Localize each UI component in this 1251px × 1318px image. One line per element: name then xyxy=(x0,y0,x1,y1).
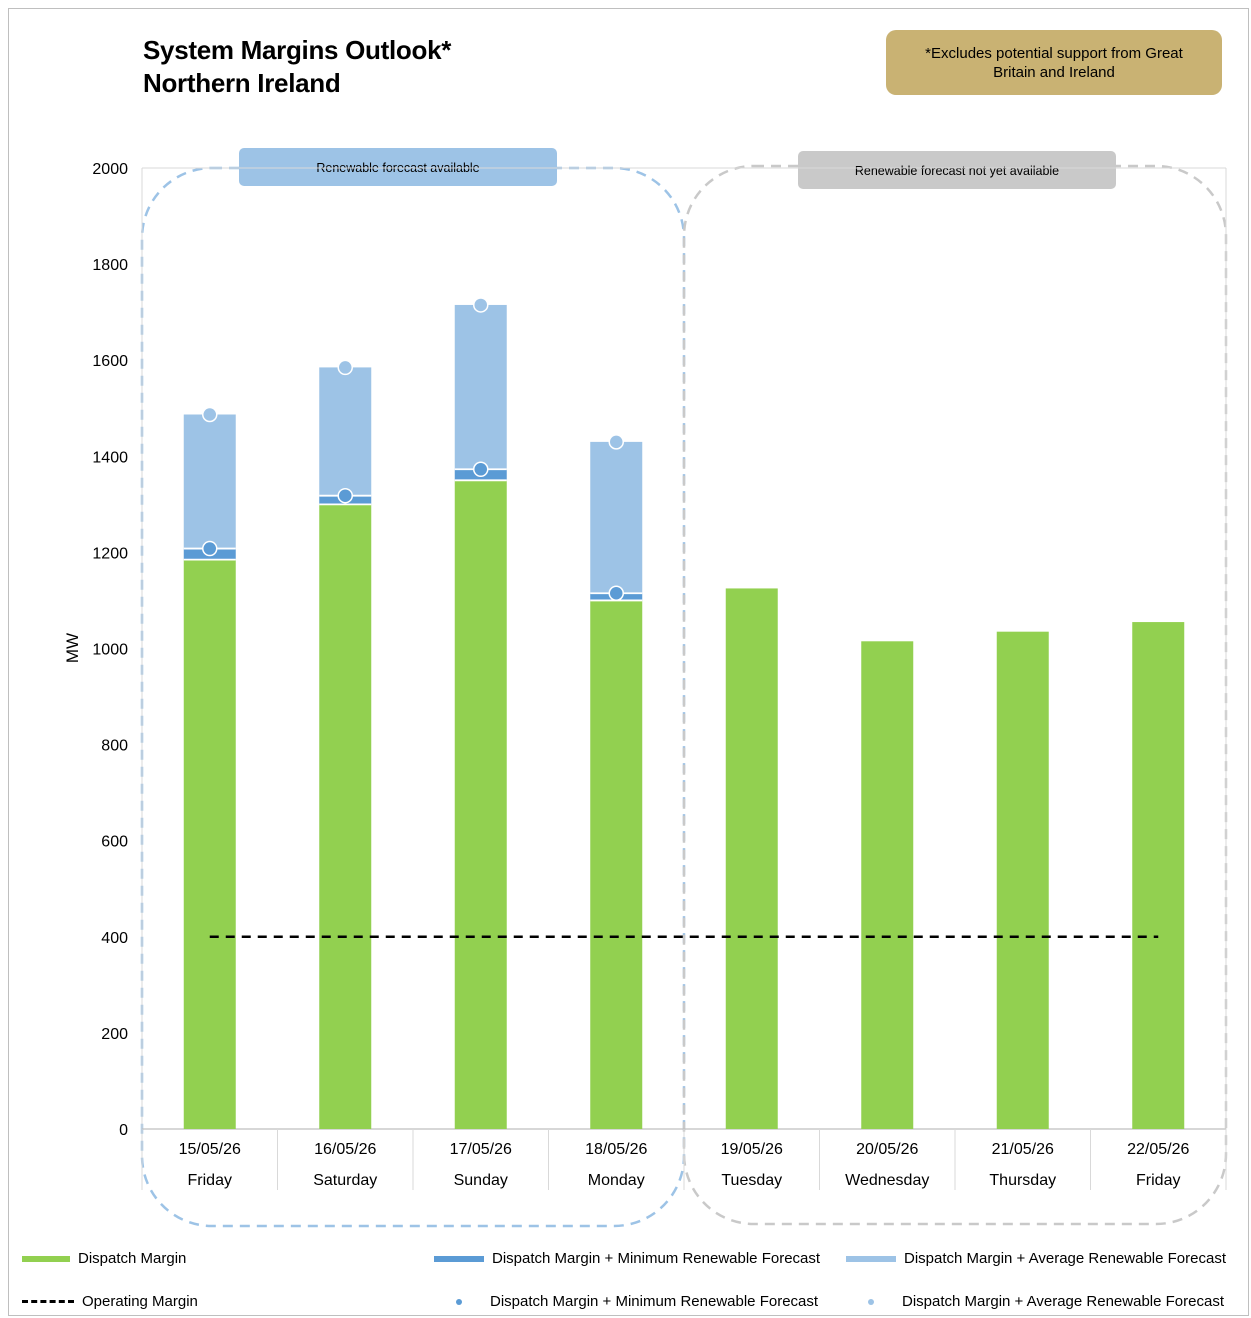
legend-operating-label: Operating Margin xyxy=(82,1293,198,1310)
legend-avg-bar-label: Dispatch Margin + Average Renewable Fore… xyxy=(904,1250,1226,1267)
x-tick-day: Friday xyxy=(188,1172,232,1189)
x-tick-day: Thursday xyxy=(989,1172,1056,1189)
avg-renewable-point xyxy=(337,359,353,376)
legend-dispatch-label: Dispatch Margin xyxy=(78,1250,187,1267)
x-tick-day: Sunday xyxy=(454,1172,508,1189)
unavailable-panel-label: Renewable forecast not yet available xyxy=(855,164,1059,178)
legend-min-dot-label: Dispatch Margin + Minimum Renewable Fore… xyxy=(490,1293,819,1310)
x-tick-date: 21/05/26 xyxy=(992,1141,1054,1158)
avg-renewable-bar-segment xyxy=(590,441,643,594)
min-renewable-point xyxy=(337,487,353,504)
y-tick-label: 1600 xyxy=(92,353,128,370)
x-tick-day: Tuesday xyxy=(721,1172,782,1189)
legend-operating: Operating Margin xyxy=(22,1293,198,1310)
y-tick-label: 0 xyxy=(119,1122,128,1139)
forecast-panels: Renewable forecast available Renewable fo… xyxy=(140,148,1228,1228)
y-tick-label: 600 xyxy=(101,834,128,851)
chart-frame xyxy=(8,8,1249,1316)
legend-min-dot-swatch xyxy=(456,1298,462,1305)
x-tick-date: 15/05/26 xyxy=(179,1141,241,1158)
y-axis-label: MW xyxy=(63,633,82,663)
x-tick-date: 17/05/26 xyxy=(450,1141,512,1158)
renewable-markers xyxy=(202,297,624,601)
legend-avg-bar-swatch xyxy=(846,1255,896,1262)
dispatch-margin-bar xyxy=(454,480,507,1129)
legend-avg-dot: Dispatch Margin + Average Renewable Fore… xyxy=(848,1293,1224,1310)
x-tick-day: Wednesday xyxy=(845,1172,929,1189)
legend-dispatch: Dispatch Margin xyxy=(22,1250,186,1267)
bars xyxy=(183,304,1185,1130)
avg-renewable-bar-segment xyxy=(454,304,507,470)
legend-avg-dot-swatch xyxy=(868,1298,874,1305)
exclusion-note: *Excludes potential support from Great B… xyxy=(886,30,1222,95)
y-tick-label: 1400 xyxy=(92,449,128,466)
x-tick-day: Monday xyxy=(588,1172,645,1189)
x-tick-date: 22/05/26 xyxy=(1127,1141,1189,1158)
y-tick-label: 2000 xyxy=(92,161,128,178)
y-tick-label: 200 xyxy=(101,1026,128,1043)
legend-min-dot: Dispatch Margin + Minimum Renewable Fore… xyxy=(436,1293,818,1310)
dispatch-margin-bar xyxy=(319,504,372,1130)
dispatch-margin-bar xyxy=(590,600,643,1129)
x-tick-day: Saturday xyxy=(313,1172,377,1189)
dispatch-margin-bar xyxy=(996,631,1049,1129)
y-tick-label: 1200 xyxy=(92,545,128,562)
avg-renewable-bar-segment xyxy=(183,414,236,549)
legend-operating-swatch xyxy=(22,1300,74,1303)
legend-min-bar: Dispatch Margin + Minimum Renewable Fore… xyxy=(434,1250,820,1267)
min-renewable-point xyxy=(202,540,218,557)
x-tick-day: Friday xyxy=(1136,1172,1180,1189)
legend-min-bar-label: Dispatch Margin + Minimum Renewable Fore… xyxy=(492,1250,821,1267)
x-tick-date: 16/05/26 xyxy=(314,1141,376,1158)
min-renewable-point xyxy=(473,461,489,478)
exclusion-note-text: *Excludes potential support from Great B… xyxy=(925,44,1183,81)
axis-labels: 0 200 400 600 800 1000 1200 1400 1600 1800 2000 MW 1… xyxy=(63,161,1189,1189)
y-tick-label: 800 xyxy=(101,738,128,755)
legend-dispatch-swatch xyxy=(22,1255,70,1262)
x-tick-date: 18/05/26 xyxy=(585,1141,647,1158)
chart-title: System Margins Outlook* Northern Ireland xyxy=(143,35,452,98)
legend-min-bar-swatch xyxy=(434,1255,484,1262)
y-tick-label: 1800 xyxy=(92,257,128,274)
dispatch-margin-bar xyxy=(861,641,914,1129)
avg-renewable-point xyxy=(608,434,624,450)
legend-avg-dot-label: Dispatch Margin + Average Renewable Fore… xyxy=(902,1293,1224,1310)
legend-avg-bar: Dispatch Margin + Average Renewable Fore… xyxy=(846,1250,1226,1267)
x-tick-date: 19/05/26 xyxy=(721,1141,783,1158)
avg-renewable-bar-segment xyxy=(319,367,372,496)
y-tick-label: 1000 xyxy=(92,642,128,659)
y-tick-label: 400 xyxy=(101,930,128,947)
avg-renewable-point xyxy=(473,297,489,313)
available-panel-header xyxy=(239,148,557,186)
unavailable-panel-header xyxy=(798,151,1116,189)
dispatch-margin-bar xyxy=(183,559,236,1129)
avg-renewable-point xyxy=(202,406,218,423)
min-renewable-point xyxy=(608,585,624,601)
dispatch-margin-bar xyxy=(725,588,778,1129)
dispatch-margin-bar xyxy=(1132,622,1185,1129)
x-tick-date: 20/05/26 xyxy=(856,1141,918,1158)
